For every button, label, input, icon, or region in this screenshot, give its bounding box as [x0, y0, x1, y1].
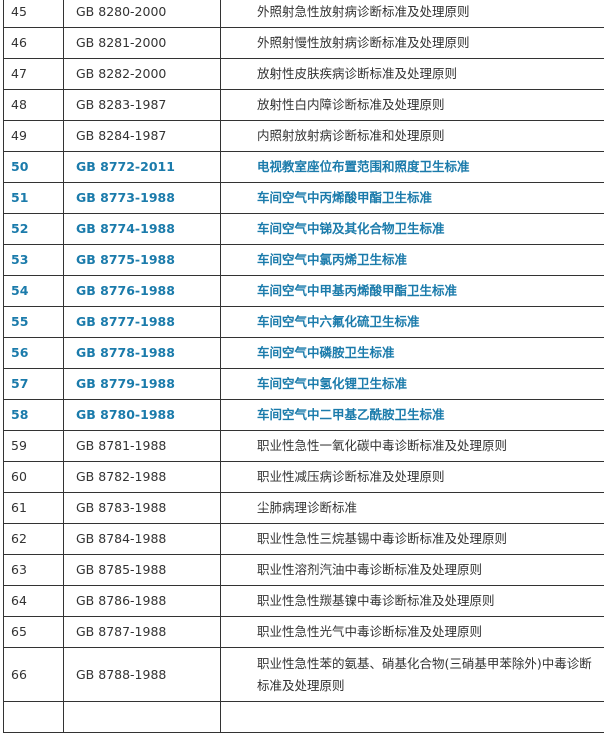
row-number: 61: [4, 493, 64, 524]
row-number: 64: [4, 586, 64, 617]
standard-code: GB 8786-1988: [64, 586, 221, 617]
standard-code: GB 8779-1988: [64, 369, 221, 400]
standard-title: 车间空气中氢化锂卫生标准: [221, 369, 604, 400]
row-number: 50: [4, 152, 64, 183]
standard-title: 尘肺病理诊断标准: [221, 493, 604, 524]
empty-cell: [64, 702, 221, 733]
row-number: 59: [4, 431, 64, 462]
row-number: 54: [4, 276, 64, 307]
standard-code: GB 8781-1988: [64, 431, 221, 462]
standard-code: GB 8782-1988: [64, 462, 221, 493]
standard-title: 职业性急性三烷基锡中毒诊断标准及处理原则: [221, 524, 604, 555]
table-row-partial: [4, 702, 604, 733]
standard-title: 职业性急性一氧化碳中毒诊断标准及处理原则: [221, 431, 604, 462]
empty-cell: [4, 702, 64, 733]
standard-code: GB 8284-1987: [64, 121, 221, 152]
row-number: 65: [4, 617, 64, 648]
row-number: 47: [4, 59, 64, 90]
standard-title: 车间空气中甲基丙烯酸甲酯卫生标准: [221, 276, 604, 307]
empty-cell: [221, 702, 604, 733]
standard-title: 职业性急性苯的氨基、硝基化合物(三硝基甲苯除外)中毒诊断标准及处理原则: [221, 648, 604, 702]
standard-title: 外照射慢性放射病诊断标准及处理原则: [221, 28, 604, 59]
standard-code: GB 8788-1988: [64, 648, 221, 702]
standard-code: GB 8787-1988: [64, 617, 221, 648]
row-number: 49: [4, 121, 64, 152]
row-number: 55: [4, 307, 64, 338]
standard-code: GB 8783-1988: [64, 493, 221, 524]
row-number: 62: [4, 524, 64, 555]
standard-title: 职业性减压病诊断标准及处理原则: [221, 462, 604, 493]
standard-title: 内照射放射病诊断标准和处理原则: [221, 121, 604, 152]
row-number: 51: [4, 183, 64, 214]
standard-title: 车间空气中丙烯酸甲酯卫生标准: [221, 183, 604, 214]
standard-code: GB 8776-1988: [64, 276, 221, 307]
standard-code: GB 8283-1987: [64, 90, 221, 121]
standard-title: 车间空气中锑及其化合物卫生标准: [221, 214, 604, 245]
row-number: 63: [4, 555, 64, 586]
row-number: 46: [4, 28, 64, 59]
row-number: 53: [4, 245, 64, 276]
row-number: 60: [4, 462, 64, 493]
standard-title: 车间空气中磷胺卫生标准: [221, 338, 604, 369]
row-number: 45: [4, 0, 64, 28]
row-number: 52: [4, 214, 64, 245]
row-number: 56: [4, 338, 64, 369]
standard-code: GB 8785-1988: [64, 555, 221, 586]
standard-title: 放射性白内障诊断标准及处理原则: [221, 90, 604, 121]
standard-code: GB 8772-2011: [64, 152, 221, 183]
standard-code: GB 8774-1988: [64, 214, 221, 245]
standard-code: GB 8775-1988: [64, 245, 221, 276]
row-number: 66: [4, 648, 64, 702]
standard-code: GB 8282-2000: [64, 59, 221, 90]
standard-title: 职业性急性光气中毒诊断标准及处理原则: [221, 617, 604, 648]
row-number: 57: [4, 369, 64, 400]
row-number: 58: [4, 400, 64, 431]
row-number: 48: [4, 90, 64, 121]
standard-title: 职业性溶剂汽油中毒诊断标准及处理原则: [221, 555, 604, 586]
standard-title: 车间空气中氯丙烯卫生标准: [221, 245, 604, 276]
standard-title: 电视教室座位布置范围和照度卫生标准: [221, 152, 604, 183]
standard-title: 放射性皮肤疾病诊断标准及处理原则: [221, 59, 604, 90]
standard-code: GB 8281-2000: [64, 28, 221, 59]
standard-code: GB 8778-1988: [64, 338, 221, 369]
standard-code: GB 8773-1988: [64, 183, 221, 214]
standard-code: GB 8777-1988: [64, 307, 221, 338]
standard-title: 车间空气中二甲基乙酰胺卫生标准: [221, 400, 604, 431]
standard-title: 外照射急性放射病诊断标准及处理原则: [221, 0, 604, 28]
standard-title: 车间空气中六氟化硫卫生标准: [221, 307, 604, 338]
standard-code: GB 8780-1988: [64, 400, 221, 431]
standard-code: GB 8784-1988: [64, 524, 221, 555]
standard-code: GB 8280-2000: [64, 0, 221, 28]
standard-title: 职业性急性羰基镍中毒诊断标准及处理原则: [221, 586, 604, 617]
